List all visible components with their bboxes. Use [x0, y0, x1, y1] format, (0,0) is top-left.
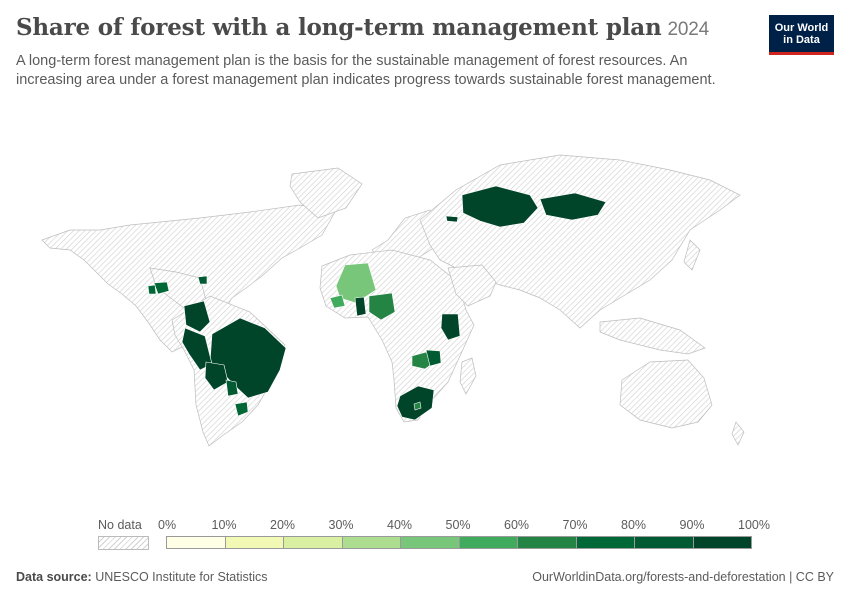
legend-tick-label: 100%: [738, 518, 770, 532]
legend-bin-5[interactable]: [458, 536, 518, 549]
owid-logo[interactable]: Our World in Data: [769, 15, 834, 55]
country-guatemala[interactable]: [147, 284, 157, 295]
legend-bin-6[interactable]: [517, 536, 577, 549]
world-map: [41, 154, 745, 447]
legend-bin-4[interactable]: [400, 536, 460, 549]
data-source-value: UNESCO Institute for Statistics: [95, 570, 268, 584]
legend-tick-label: 90%: [679, 518, 705, 532]
chart-title: Share of forest with a long-term managem…: [16, 14, 709, 41]
legend-tick-label: 60%: [504, 518, 530, 532]
legend-bin-1[interactable]: [224, 536, 284, 549]
color-legend: No data 0% 10% 20% 30% 40% 50% 60% 70% 80% 90% 100…: [0, 510, 850, 555]
country-zimbabwe[interactable]: [425, 349, 442, 367]
chart-title-text: Share of forest with a long-term managem…: [16, 14, 662, 41]
country-dominican-republic[interactable]: [197, 275, 208, 285]
country-colombia[interactable]: [183, 300, 211, 333]
country-kazakhstan[interactable]: [461, 185, 539, 228]
data-source: Data source: UNESCO Institute for Statis…: [16, 570, 268, 584]
legend-tick-label: 50%: [445, 518, 471, 532]
legend-tick-label: 20%: [270, 518, 296, 532]
legend-bin-2[interactable]: [283, 536, 343, 549]
country-ghana[interactable]: [354, 296, 367, 317]
legend-tick-label: 80%: [621, 518, 647, 532]
country-mongolia[interactable]: [539, 192, 607, 221]
country-paraguay[interactable]: [225, 379, 239, 397]
land-japan: [683, 239, 701, 271]
land-madagascar: [459, 357, 477, 395]
data-source-label: Data source:: [16, 570, 92, 584]
land-new-zealand: [731, 421, 745, 446]
land-australia: [619, 359, 713, 429]
country-south-africa[interactable]: [396, 385, 435, 421]
footer-url[interactable]: OurWorldinData.org/forests-and-deforesta…: [532, 570, 834, 584]
legend-tick-label: 0%: [158, 518, 177, 532]
legend-bin-3[interactable]: [341, 536, 401, 549]
legend-no-data-label: No data: [98, 518, 142, 532]
legend-bin-8[interactable]: [634, 536, 694, 549]
chart-year: 2024: [667, 19, 710, 40]
country-honduras[interactable]: [153, 281, 170, 295]
country-lesotho[interactable]: [413, 401, 422, 411]
country-uruguay[interactable]: [234, 401, 249, 417]
legend-tick-label: 30%: [328, 518, 354, 532]
legend-no-data-swatch: [98, 536, 149, 550]
country-peru[interactable]: [181, 327, 213, 371]
legend-bin-0[interactable]: [166, 536, 226, 549]
legend-bin-9[interactable]: [692, 536, 752, 549]
land-arabia: [447, 264, 497, 307]
country-nigeria[interactable]: [368, 292, 396, 321]
country-kenya[interactable]: [440, 313, 461, 341]
country-georgia[interactable]: [445, 215, 459, 223]
country-shapes: [147, 185, 607, 421]
logo-line-2: in Data: [783, 33, 820, 46]
logo-line-1: Our World: [774, 21, 829, 34]
legend-tick-label: 40%: [387, 518, 413, 532]
legend-tick-label: 10%: [211, 518, 237, 532]
land-greenland: [289, 167, 363, 219]
land-southeast-asia: [599, 317, 706, 355]
legend-bin-7[interactable]: [575, 536, 635, 549]
chart-subtitle: A long-term forest management plan is th…: [16, 53, 716, 88]
country-bolivia[interactable]: [204, 361, 229, 391]
country-guinea[interactable]: [329, 294, 346, 309]
legend-tick-label: 70%: [562, 518, 588, 532]
